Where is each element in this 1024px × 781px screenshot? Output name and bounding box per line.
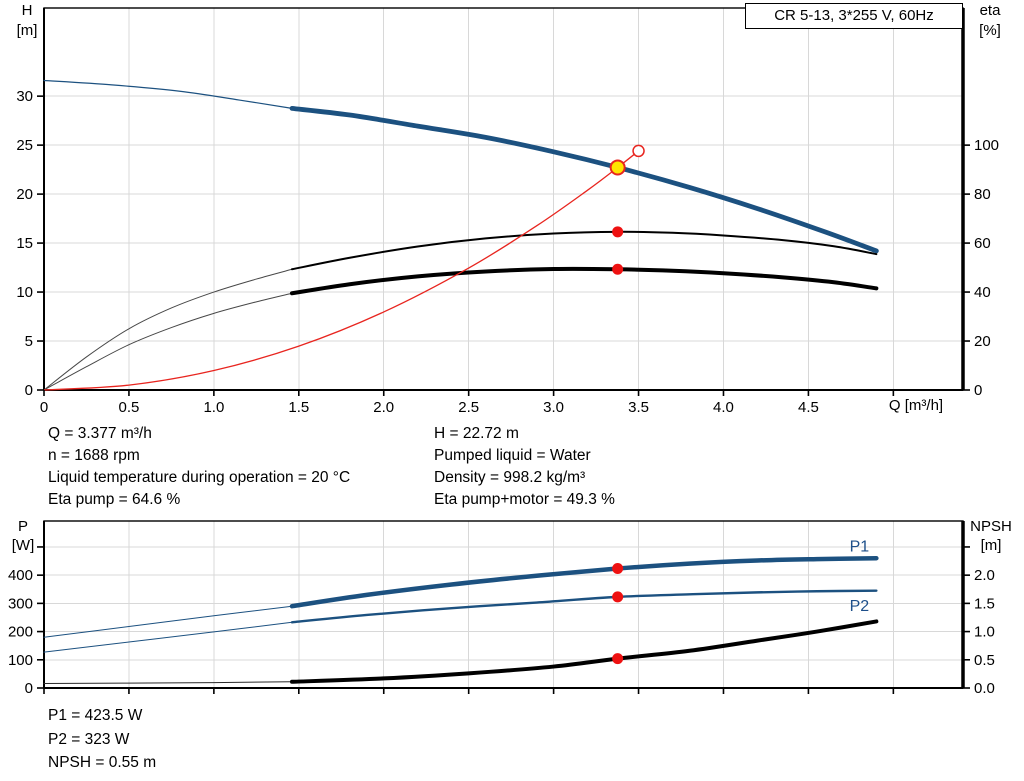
svg-text:0: 0	[25, 382, 33, 399]
svg-text:0: 0	[40, 399, 48, 416]
svg-text:60: 60	[974, 235, 991, 252]
svg-text:2.5: 2.5	[458, 399, 479, 416]
svg-text:P1: P1	[850, 538, 870, 555]
svg-text:1.5: 1.5	[288, 399, 309, 416]
svg-text:2.0: 2.0	[974, 567, 995, 584]
svg-text:4.0: 4.0	[713, 399, 734, 416]
svg-text:0.0: 0.0	[974, 680, 995, 697]
svg-text:1.5: 1.5	[974, 595, 995, 612]
svg-text:3.5: 3.5	[628, 399, 649, 416]
svg-text:0: 0	[974, 382, 982, 399]
info-line-eta-pump: Eta pump = 64.6 %	[48, 491, 181, 508]
svg-text:P2: P2	[850, 598, 870, 615]
y-axis-title-npsh: NPSH	[970, 518, 1012, 535]
svg-text:2.0: 2.0	[373, 399, 394, 416]
info-line-speed: n = 1688 rpm	[48, 447, 140, 464]
y-axis-title-eta: eta	[979, 2, 1001, 19]
svg-text:10: 10	[16, 284, 33, 301]
info-line-q: Q = 3.377 m³/h	[48, 425, 152, 442]
power-npsh-chart: 0 100 200 300 400 0.0 0.5 1.0 1.5 2.0 P1 P2	[8, 520, 995, 697]
svg-text:40: 40	[974, 284, 991, 301]
svg-text:30: 30	[16, 88, 33, 105]
svg-text:15: 15	[16, 235, 33, 252]
y-axis-unit-head: [m]	[16, 22, 38, 39]
svg-text:100: 100	[8, 652, 33, 669]
svg-text:1.0: 1.0	[974, 624, 995, 641]
duty-info-bottom: P1 = 423.5 W P2 = 323 W NPSH = 0.55 m	[48, 704, 156, 775]
svg-text:80: 80	[974, 186, 991, 203]
svg-text:5: 5	[25, 333, 33, 350]
svg-text:200: 200	[8, 624, 33, 641]
info-line-liquid: Pumped liquid = Water	[434, 447, 591, 464]
y-axis-unit-power: [W]	[11, 537, 35, 554]
info-line-density: Density = 998.2 kg/m³	[434, 469, 586, 486]
info-line-eta-pump-motor: Eta pump+motor = 49.3 %	[434, 491, 615, 508]
svg-text:100: 100	[974, 137, 999, 154]
svg-text:20: 20	[974, 333, 991, 350]
y-axis-unit-npsh: [m]	[980, 537, 1002, 554]
info-line-head: H = 22.72 m	[434, 425, 519, 442]
svg-text:20: 20	[16, 186, 33, 203]
info-line-npsh: NPSH = 0.55 m	[48, 754, 157, 771]
svg-text:25: 25	[16, 137, 33, 154]
svg-text:0.5: 0.5	[119, 399, 140, 416]
info-line-temperature: Liquid temperature during operation = 20…	[48, 469, 351, 486]
svg-text:0.5: 0.5	[974, 652, 995, 669]
duty-info-right: H = 22.72 m Pumped liquid = Water Densit…	[434, 423, 615, 511]
y-axis-title-head: H	[21, 2, 33, 19]
chart-title-box: CR 5-13, 3*255 V, 60Hz	[745, 3, 963, 29]
hq-eta-chart: 0 0.5 1.0 1.5 2.0 2.5 3.0 3.5 4.0 4.5 0 5 10 15 20 25 30…	[16, 7, 999, 416]
svg-text:300: 300	[8, 595, 33, 612]
duty-info-left: Q = 3.377 m³/h n = 1688 rpm Liquid tempe…	[48, 423, 350, 511]
svg-text:3.0: 3.0	[543, 399, 564, 416]
info-line-p1: P1 = 423.5 W	[48, 707, 143, 724]
x-axis-title-flow: Q [m³/h]	[888, 397, 944, 414]
y-axis-unit-eta: [%]	[979, 22, 1001, 39]
svg-text:4.5: 4.5	[798, 399, 819, 416]
info-line-p2: P2 = 323 W	[48, 730, 130, 748]
y-axis-title-power: P	[17, 518, 28, 535]
svg-text:0: 0	[25, 680, 33, 697]
svg-text:1.0: 1.0	[203, 399, 224, 416]
svg-text:400: 400	[8, 567, 33, 584]
